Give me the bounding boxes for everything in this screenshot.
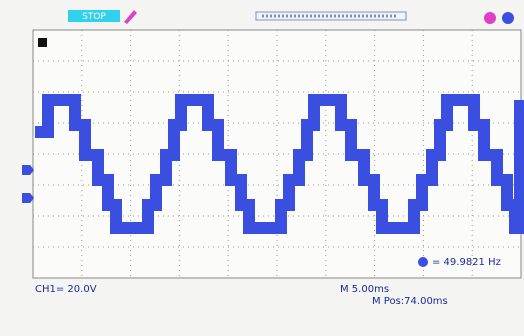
- status-icon: [484, 12, 496, 24]
- frequency-readout: = 49.9821 Hz: [432, 257, 501, 268]
- channel-scale: CH1= 20.0V: [35, 284, 97, 295]
- measure-icon: [418, 257, 428, 267]
- status-text: STOP: [82, 12, 106, 22]
- scope-screen: STOP = 49.9821 Hz CH1= 20.0V M 5.00ms M …: [0, 0, 524, 336]
- timebase: M 5.00ms: [340, 284, 389, 295]
- horizontal-position: M Pos:74.00ms: [372, 296, 448, 307]
- page: STOP = 49.9821 Hz CH1= 20.0V M 5.00ms M …: [0, 0, 524, 336]
- channel-marker: [38, 38, 47, 47]
- status-icon: [502, 12, 514, 24]
